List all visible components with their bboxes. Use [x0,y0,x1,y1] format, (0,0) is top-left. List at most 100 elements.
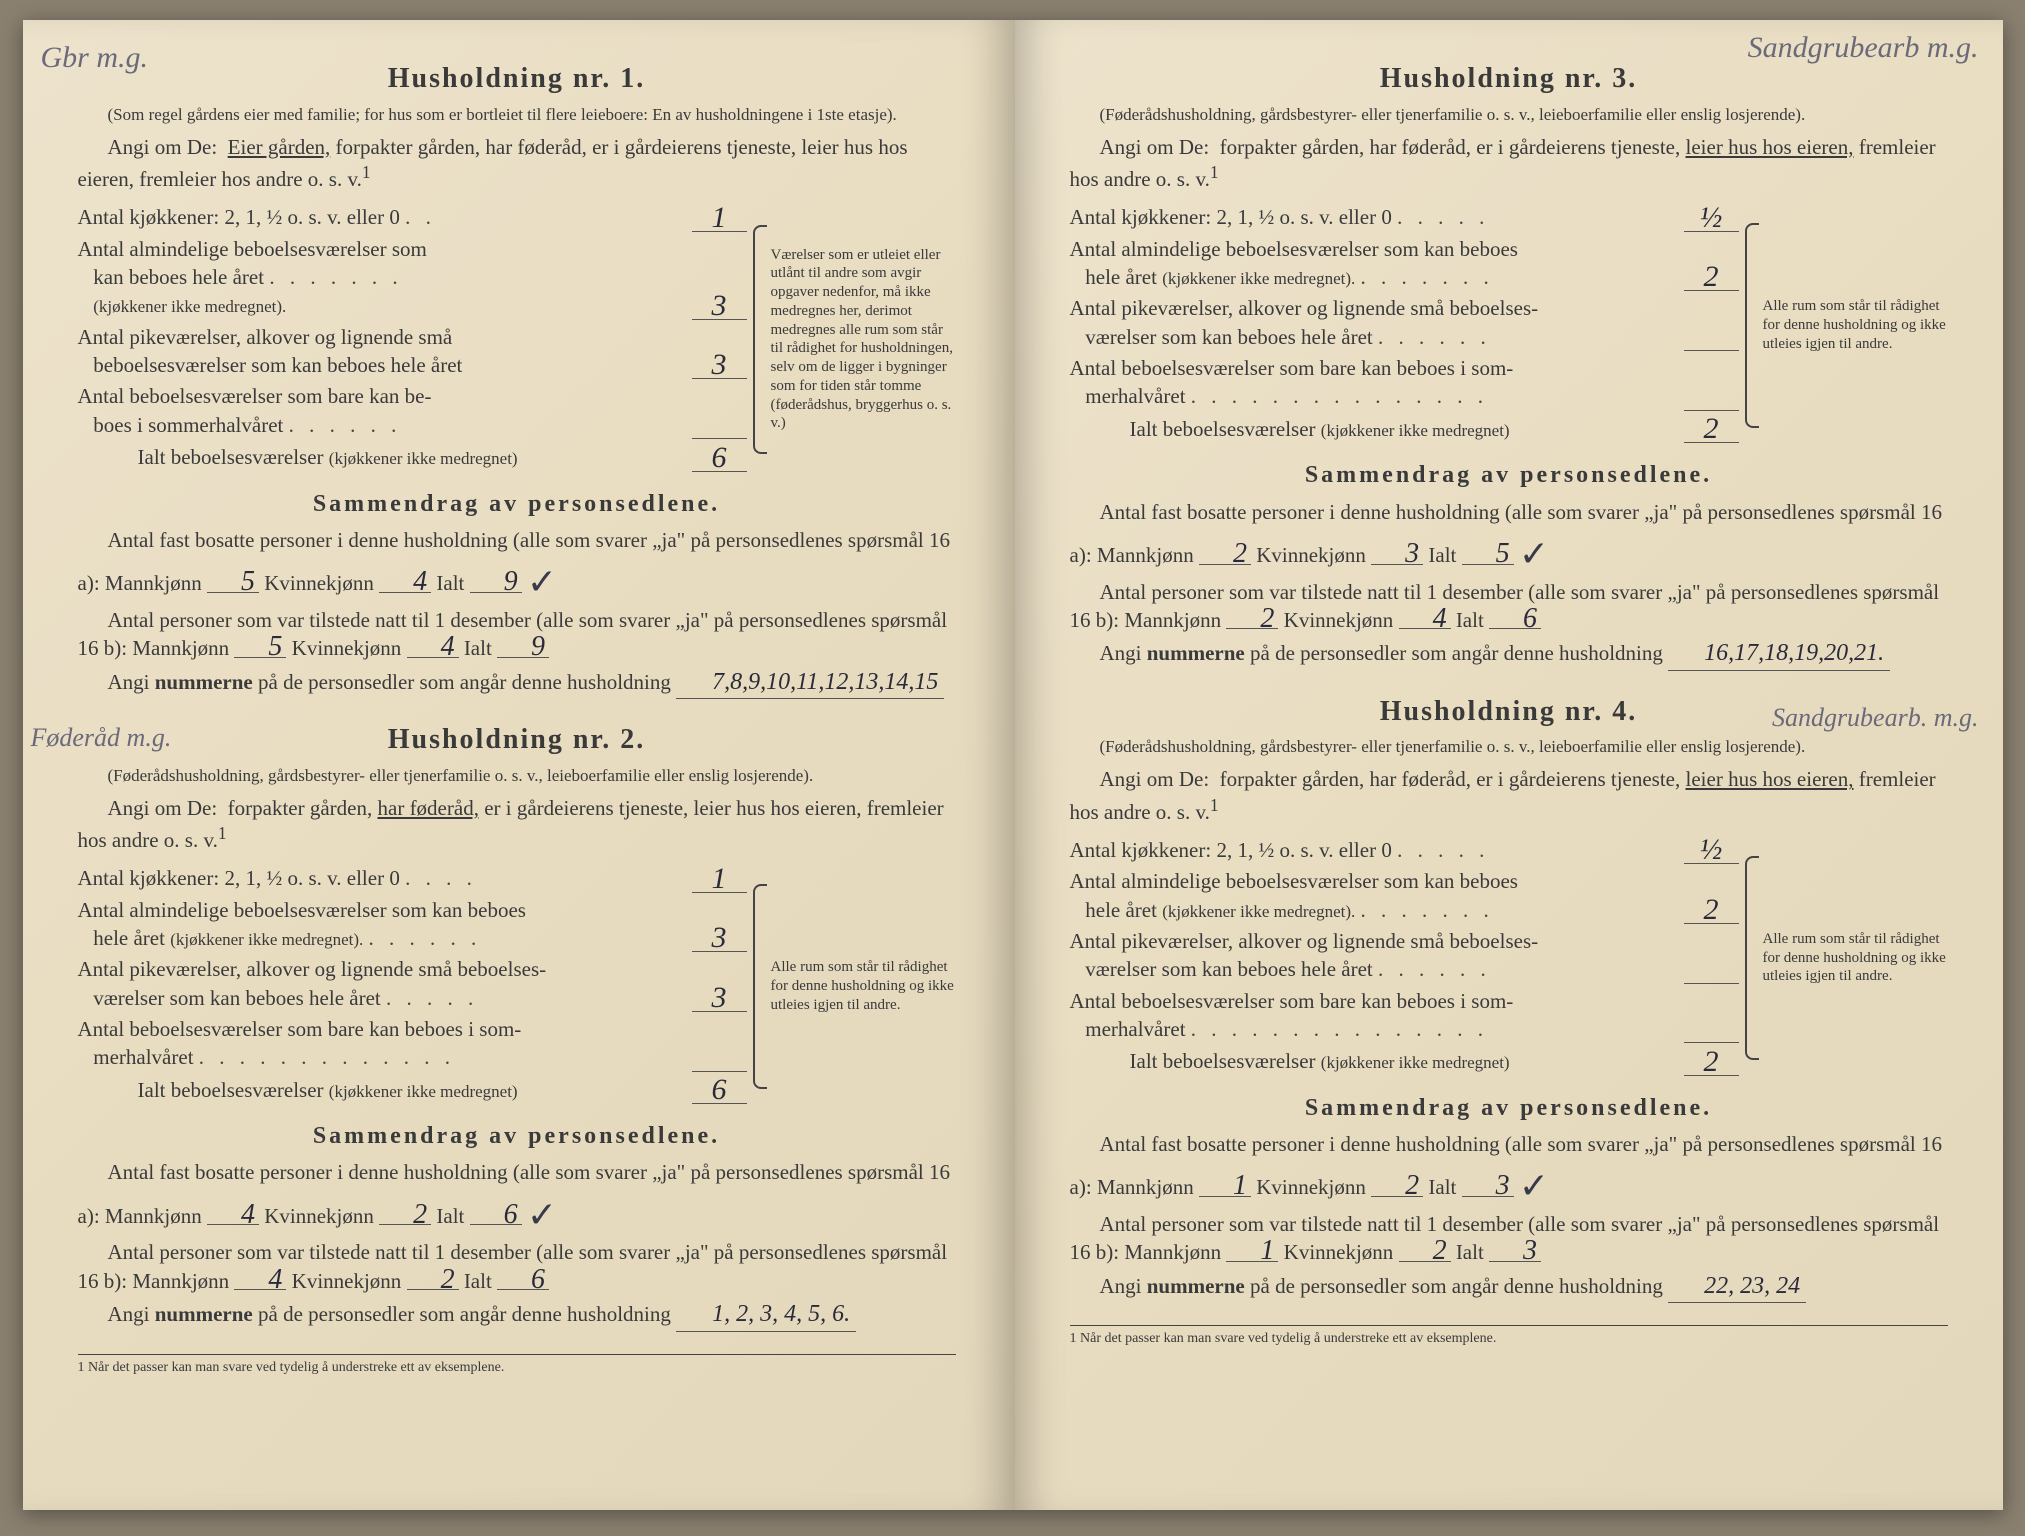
h1-intro: (Som regel gårdens eier med familie; for… [78,104,956,127]
husholdning-4: Husholdning nr. 4. (Føderådshusholdning,… [1070,693,1948,1304]
h4-angi: Angi om De: forpakter gården, har føderå… [1070,765,1948,826]
h1-mann-a: 5 [207,572,259,593]
husholdning-3: Husholdning nr. 3. (Føderådshusholdning,… [1070,60,1948,671]
h1-nummerne: 7,8,9,10,11,12,13,14,15 [676,666,944,699]
h3-pike [1684,350,1739,351]
h1-alm: 3 [692,292,747,320]
h2-16a: Antal fast bosatte personer i denne hush… [78,1158,956,1235]
h4-kjokkener: ½ [1684,836,1739,864]
h1-angi: Angi om De: Eier gården, forpakter gårde… [78,133,956,194]
h3-brace-note: Alle rum som står til rådighet for denne… [1739,203,1948,447]
check-icon: ✓ [527,1195,557,1235]
h4-alm: 2 [1684,896,1739,924]
h2-kvinne-a: 2 [379,1205,431,1226]
h2-pike: 3 [692,984,747,1012]
h2-nummerne: 1, 2, 3, 4, 5, 6. [676,1298,856,1331]
h3-nummerne-line: Angi nummerne på de personsedler som ang… [1070,637,1948,670]
page-left: Gbr m.g. Husholdning nr. 1. (Som regel g… [23,20,1013,1510]
h1-ialt: 6 [692,444,747,472]
h4-16a: Antal fast bosatte personer i denne hush… [1070,1130,1948,1207]
husholdning-1: Husholdning nr. 1. (Som regel gårdens ei… [78,60,956,699]
h2-kjokkener: 1 [692,865,747,893]
h4-ialt-b: 3 [1489,1241,1541,1262]
h4-nummerne-line: Angi nummerne på de personsedler som ang… [1070,1270,1948,1303]
h4-16b: Antal personer som var tilstede natt til… [1070,1210,1948,1267]
page-right: Sandgrubearb m.g. Husholdning nr. 3. (Fø… [1013,20,2003,1510]
h2-mann-b: 4 [234,1270,286,1291]
h1-brace-note: Værelser som er utleiet eller utlånt til… [747,203,956,475]
h3-rooms-block: Antal kjøkkener: 2, 1, ½ o. s. v. eller … [1070,203,1948,447]
h3-intro: (Føderådshusholdning, gårdsbestyrer- ell… [1070,104,1948,127]
h2-sammendrag-heading: Sammendrag av personsedlene. [78,1120,956,1152]
h3-kvinne-a: 3 [1371,544,1423,565]
h4-sommer [1684,1042,1739,1043]
label-kjokkener: Antal kjøkkener: 2, 1, ½ o. s. v. eller … [78,205,400,229]
h3-kjokkener: ½ [1684,204,1739,232]
h2-intro: (Føderådshusholdning, gårdsbestyrer- ell… [78,765,956,788]
h4-rooms-block: Antal kjøkkener: 2, 1, ½ o. s. v. eller … [1070,836,1948,1080]
check-icon: ✓ [527,562,557,602]
check-icon: ✓ [1519,534,1549,574]
h1-rooms-block: Antal kjøkkener: 2, 1, ½ o. s. v. eller … [78,203,956,475]
h4-intro: (Føderådshusholdning, gårdsbestyrer- ell… [1070,736,1948,759]
h4-mann-a: 1 [1199,1176,1251,1197]
h4-ialt-a: 3 [1462,1176,1514,1197]
h3-16a: Antal fast bosatte personer i denne hush… [1070,498,1948,575]
h2-brace-note: Alle rum som står til rådighet for denne… [747,864,956,1108]
h3-mann-a: 2 [1199,544,1251,565]
h1-mann-b: 5 [234,637,286,658]
h4-nummerne: 22, 23, 24 [1668,1270,1806,1303]
h1-pike: 3 [692,351,747,379]
h1-title: Husholdning nr. 1. [78,60,956,98]
h2-angi: Angi om De: forpakter gården, har føderå… [78,794,956,855]
h2-mann-a: 4 [207,1205,259,1226]
h4-kvinne-b: 2 [1399,1241,1451,1262]
h3-sommer [1684,410,1739,411]
h2-nummerne-line: Angi nummerne på de personsedler som ang… [78,1298,956,1331]
h1-nummerne-line: Angi nummerne på de personsedler som ang… [78,666,956,699]
margin-note-h3: Sandgrubearb m.g. [1748,28,1979,69]
footnote-left: 1 Når det passer kan man svare ved tydel… [78,1354,956,1378]
h2-16b: Antal personer som var tilstede natt til… [78,1238,956,1295]
h1-kvinne-b: 4 [407,637,459,658]
h1-sammendrag-heading: Sammendrag av personsedlene. [78,488,956,520]
h3-ialt: 2 [1684,415,1739,443]
h2-title: Husholdning nr. 2. [78,721,956,759]
h3-underlined: leier hus hos eieren, [1686,135,1854,159]
h3-ialt-b: 6 [1489,609,1541,630]
h3-alm: 2 [1684,263,1739,291]
h2-sommer [692,1071,747,1072]
h1-kvinne-a: 4 [379,572,431,593]
h4-ialt: 2 [1684,1048,1739,1076]
h3-16b: Antal personer som var tilstede natt til… [1070,578,1948,635]
h4-mann-b: 1 [1226,1241,1278,1262]
footnote-right: 1 Når det passer kan man svare ved tydel… [1070,1325,1948,1349]
h3-ialt-a: 5 [1462,544,1514,565]
h1-16b: Antal personer som var tilstede natt til… [78,606,956,663]
h1-underlined: Eier gården, [228,135,331,159]
h2-ialt: 6 [692,1076,747,1104]
h3-nummerne: 16,17,18,19,20,21. [1668,637,1890,670]
husholdning-2: Husholdning nr. 2. (Føderådshusholdning,… [78,721,956,1332]
h4-sammendrag-heading: Sammendrag av personsedlene. [1070,1092,1948,1124]
h2-kvinne-b: 2 [407,1270,459,1291]
h2-alm: 3 [692,924,747,952]
h1-ialt-a: 9 [470,572,522,593]
h1-ialt-b: 9 [497,637,549,658]
h3-sammendrag-heading: Sammendrag av personsedlene. [1070,459,1948,491]
label-kjokkener-2: Antal kjøkkener: 2, 1, ½ o. s. v. eller … [78,866,400,890]
margin-note-h4: Sandgrubearb. m.g. [1772,700,1979,735]
census-form-spread: Gbr m.g. Husholdning nr. 1. (Som regel g… [23,20,2003,1510]
h1-kjokkener: 1 [692,204,747,232]
h2-ialt-a: 6 [470,1205,522,1226]
label-kjokkener-3: Antal kjøkkener: 2, 1, ½ o. s. v. eller … [1070,205,1392,229]
margin-note-h2: Føderåd m.g. [31,720,172,755]
h4-pike [1684,983,1739,984]
h4-underlined: leier hus hos eieren, [1686,767,1854,791]
label-kjokkener-4: Antal kjøkkener: 2, 1, ½ o. s. v. eller … [1070,838,1392,862]
h4-brace-note: Alle rum som står til rådighet for denne… [1739,836,1948,1080]
h3-mann-b: 2 [1226,609,1278,630]
h4-kvinne-a: 2 [1371,1176,1423,1197]
h1-sommer [692,438,747,439]
check-icon: ✓ [1519,1166,1549,1206]
